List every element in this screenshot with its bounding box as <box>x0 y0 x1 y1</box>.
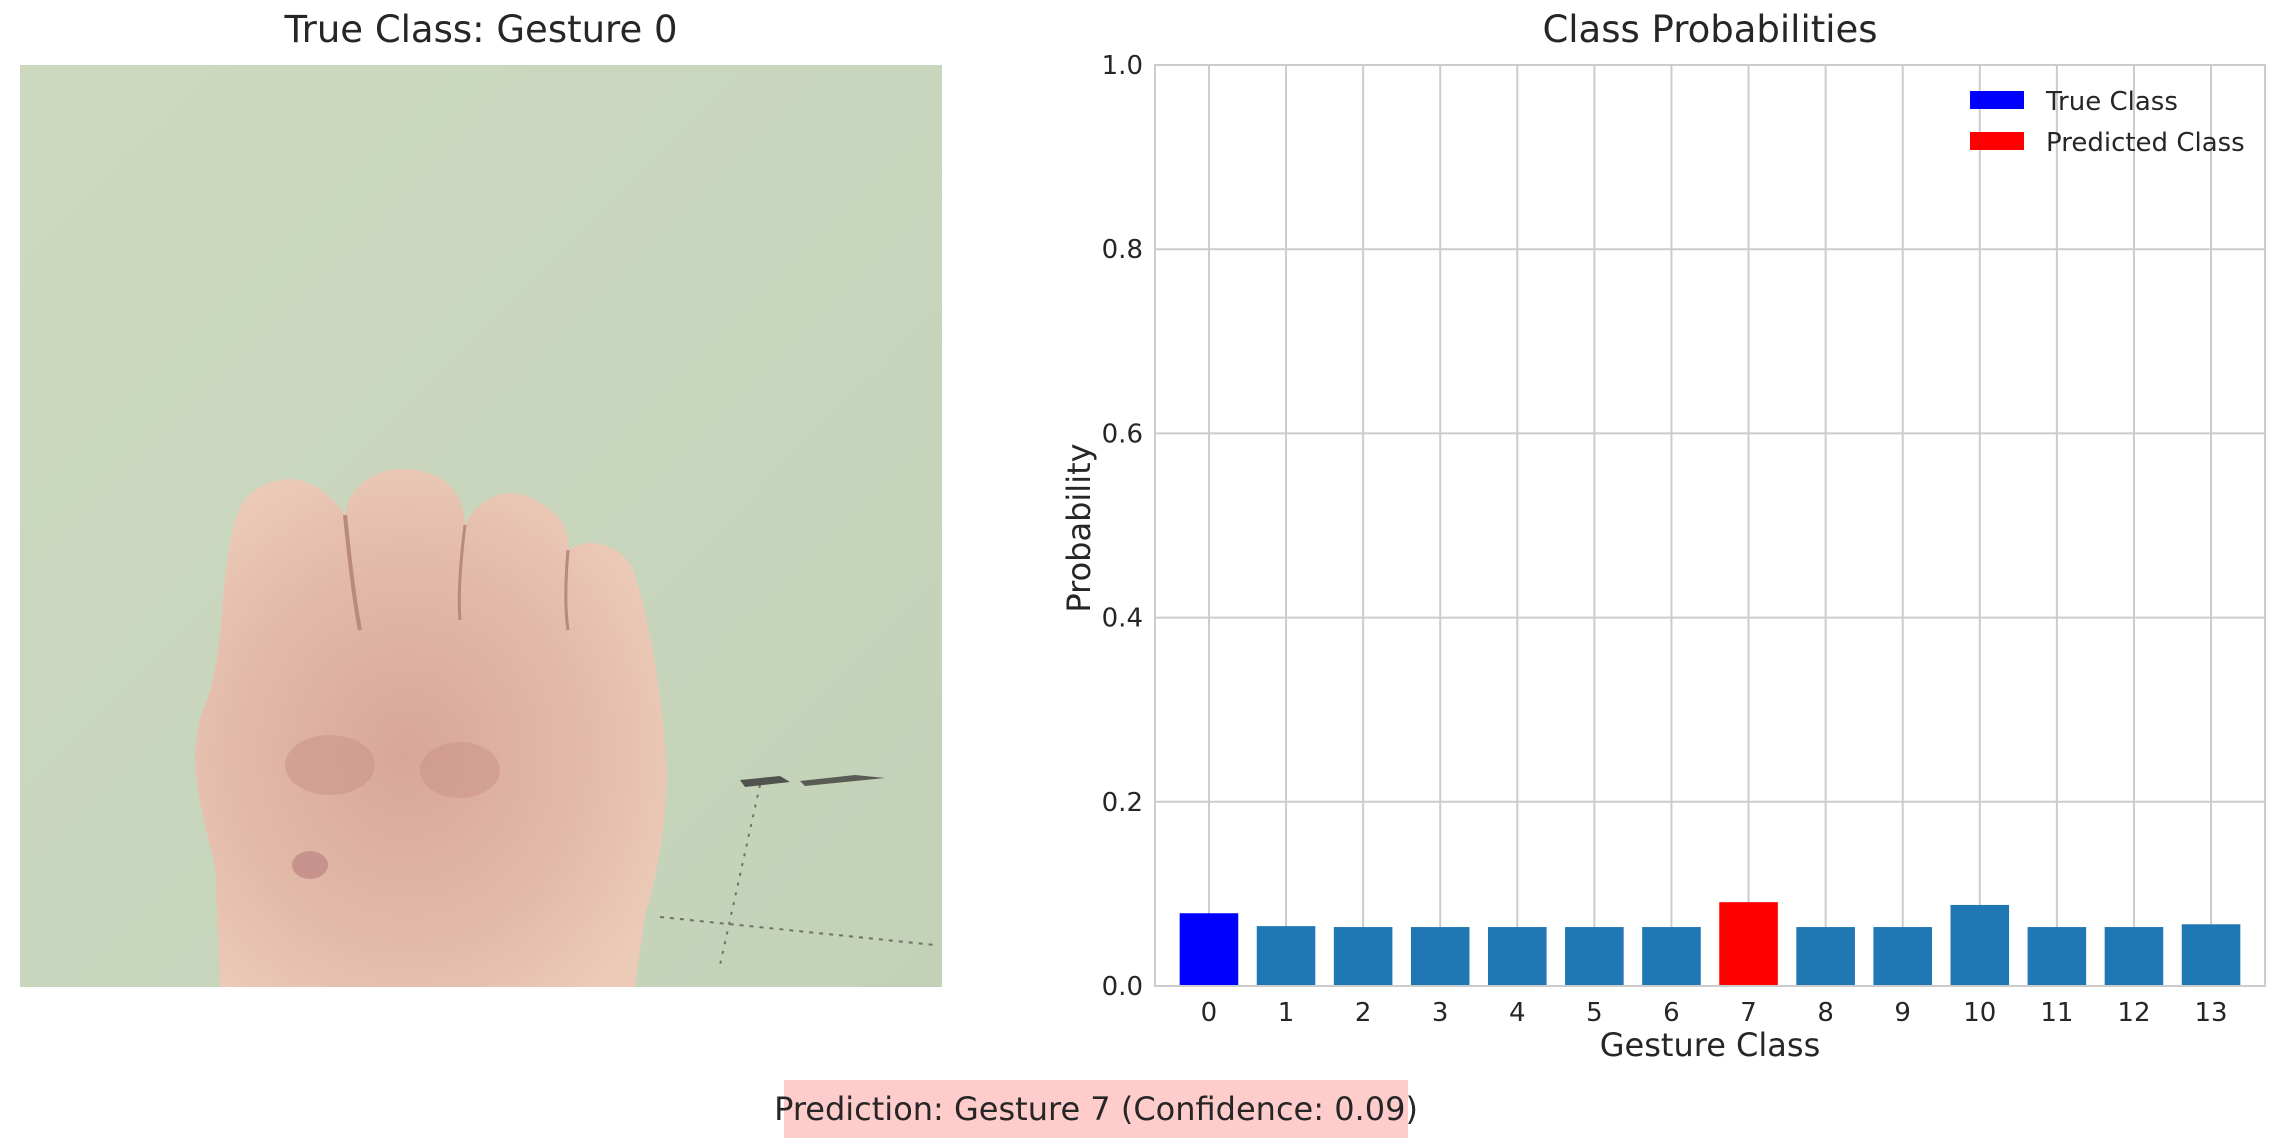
x-tick-label: 2 <box>1355 998 1372 1028</box>
legend-swatch-predicted <box>1970 132 2024 150</box>
chart-title: Class Probabilities <box>1542 8 1878 51</box>
bar-gesture-3 <box>1410 927 1470 986</box>
x-tick-label: 11 <box>2040 998 2073 1028</box>
plot-frame <box>1154 64 2266 987</box>
gesture-photo <box>20 65 942 987</box>
y-tick-label: 0.4 <box>1102 604 1143 634</box>
x-tick-label: 13 <box>2194 998 2227 1028</box>
bar-gesture-7 <box>1719 902 1778 986</box>
axes: 0.00.20.40.60.81.00 1 2 3 4 5 6 7 8 9 10 11 12 13 <box>1102 51 2266 1028</box>
x-tick-label: 0 <box>1201 998 1218 1028</box>
grid <box>1155 64 2265 987</box>
x-tick-label: 10 <box>1963 998 1996 1028</box>
x-tick-label: 9 <box>1894 998 1911 1028</box>
bar-gesture-1 <box>1256 926 1316 986</box>
x-tick-label: 12 <box>2117 998 2150 1028</box>
bar-gesture-2 <box>1333 927 1393 986</box>
y-tick-label: 0.2 <box>1102 788 1143 818</box>
bar-gesture-0 <box>1179 913 1239 986</box>
x-axis-label: Gesture Class <box>1600 1026 1820 1064</box>
x-tick-label: 1 <box>1278 998 1295 1028</box>
bar-gesture-9 <box>1873 927 1932 986</box>
x-tick-label: 7 <box>1740 998 1757 1028</box>
legend-label-true: True Class <box>2045 87 2178 117</box>
bar-gesture-11 <box>2027 927 2087 986</box>
bars <box>1179 902 2241 986</box>
y-tick-label: 0.8 <box>1102 235 1143 265</box>
bar-gesture-6 <box>1642 927 1701 986</box>
prediction-summary: Prediction: Gesture 7 (Confidence: 0.09) <box>774 1080 1418 1138</box>
legend-swatch-true <box>1970 91 2024 109</box>
x-tick-label: 6 <box>1663 998 1680 1028</box>
y-tick-label: 0.0 <box>1102 972 1143 1002</box>
bar-gesture-5 <box>1565 927 1624 986</box>
x-tick-label: 5 <box>1586 998 1603 1028</box>
image-title: True Class: Gesture 0 <box>284 8 678 51</box>
bar-gesture-12 <box>2104 927 2164 986</box>
bar-gesture-8 <box>1796 927 1855 986</box>
bar-gesture-13 <box>2181 924 2241 986</box>
legend: True Class Predicted Class <box>1970 87 2245 158</box>
x-tick-label: 3 <box>1432 998 1449 1028</box>
y-tick-label: 0.6 <box>1102 419 1143 449</box>
x-tick-label: 4 <box>1509 998 1526 1028</box>
bar-gesture-10 <box>1950 904 2010 986</box>
legend-label-predicted: Predicted Class <box>2046 128 2245 158</box>
y-axis-label: Probability <box>1060 443 1098 612</box>
bar-gesture-4 <box>1488 927 1547 986</box>
y-tick-label: 1.0 <box>1102 51 1143 81</box>
x-tick-label: 8 <box>1817 998 1834 1028</box>
hand-fist-photo-icon <box>20 65 942 987</box>
